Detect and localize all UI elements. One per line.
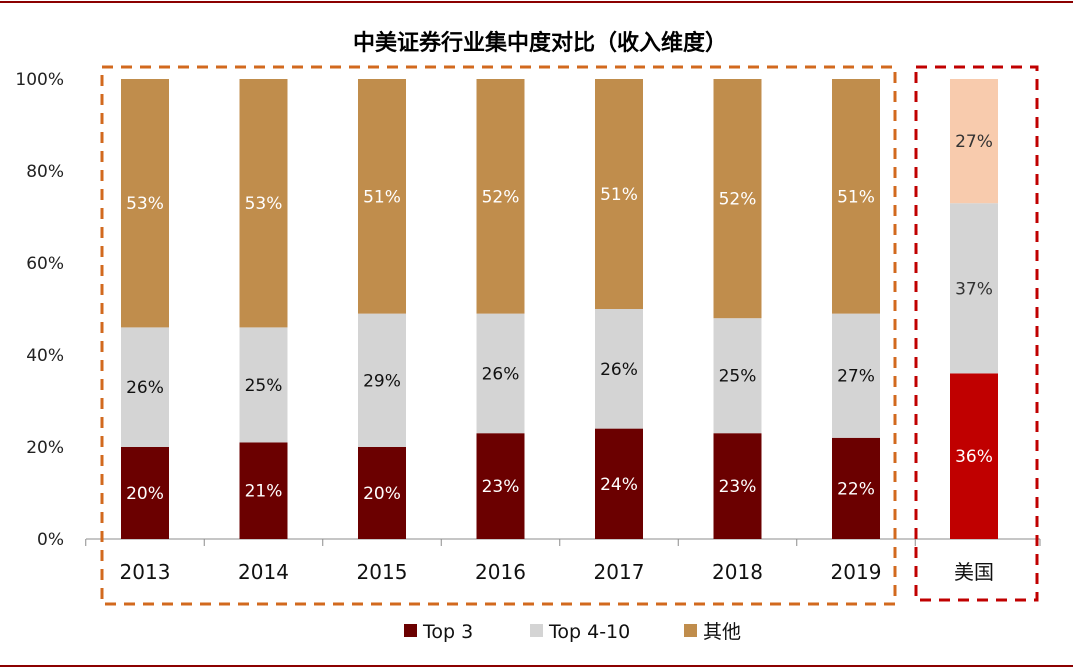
data-labels: 20% 26% 53% 21% 25% 53% 20% 29% 51% 23% 26% 52% 24% 2… [126, 132, 993, 504]
bar-segment-top-4-10 [358, 313, 406, 447]
us-bar-segment [950, 373, 998, 539]
legend-swatch [684, 624, 697, 637]
x-tick-label: 2017 [594, 560, 645, 584]
data-label: 51% [600, 185, 638, 205]
y-tick-label: 40% [26, 346, 64, 366]
legend-label: Top 4-10 [548, 621, 630, 643]
data-label: 52% [482, 187, 520, 207]
us-data-label: 36% [955, 447, 993, 467]
data-label: 26% [126, 378, 164, 398]
bar-segment-top-3 [239, 442, 288, 539]
bar-segment-top-4-10 [121, 327, 169, 447]
y-tick-label: 80% [26, 162, 64, 182]
data-label: 52% [719, 190, 757, 210]
legend-swatch [530, 624, 543, 637]
data-label: 25% [245, 376, 283, 396]
bar-segment-top-4-10 [595, 309, 643, 429]
data-label: 20% [363, 484, 401, 504]
data-label: 27% [837, 367, 875, 387]
x-tick-label: 2016 [475, 560, 526, 584]
bar-segment-其他 [121, 79, 169, 328]
data-label: 53% [245, 194, 283, 214]
data-label: 23% [719, 477, 757, 497]
bar-segment-top-4-10 [476, 313, 525, 434]
bars [121, 79, 998, 539]
x-tick-label-us: 美国 [954, 560, 994, 584]
data-label: 22% [837, 479, 875, 499]
data-label: 20% [126, 484, 164, 504]
y-tick-label: 60% [26, 254, 64, 274]
y-tick-label: 20% [26, 438, 64, 458]
bar-segment-top-4-10 [713, 318, 762, 434]
bar-segment-top-3 [832, 437, 880, 539]
bar-segment-top-4-10 [832, 313, 880, 438]
bar-segment-top-3 [358, 447, 406, 539]
x-tick-label: 2013 [120, 560, 171, 584]
bar-segment-其他 [476, 79, 525, 314]
bar-segment-其他 [239, 79, 288, 328]
y-tick-label: 0% [37, 530, 64, 550]
data-label: 51% [837, 187, 875, 207]
bar-segment-其他 [358, 79, 406, 314]
legend-swatch [404, 624, 417, 637]
us-bar-segment [950, 79, 998, 204]
x-tick-label: 2014 [238, 560, 289, 584]
data-label: 23% [482, 477, 520, 497]
x-tick-label: 2019 [831, 560, 882, 584]
us-highlight-frame [914, 65, 1039, 602]
bar-segment-其他 [713, 79, 762, 319]
chart-title: 中美证券行业集中度对比（收入维度） [353, 30, 727, 56]
bar-segment-top-3 [121, 447, 169, 539]
x-tick-label: 2015 [357, 560, 408, 584]
data-label: 26% [482, 364, 520, 384]
y-axis: 0% 20% 40% 60% 80% 100% [15, 70, 64, 550]
y-tick-label: 100% [15, 70, 64, 90]
x-axis: 2013 2014 2015 2016 2017 2018 2019 美国 [85, 538, 1041, 584]
legend-label: Top 3 [422, 621, 473, 643]
legend: Top 3 Top 4-10 其他 [404, 621, 741, 643]
bar-segment-top-3 [595, 428, 643, 539]
bar-segment-top-3 [476, 433, 525, 539]
data-label: 29% [363, 371, 401, 391]
us-bar-segment [950, 203, 998, 374]
bar-segment-其他 [595, 79, 643, 309]
bar-segment-top-4-10 [239, 327, 288, 443]
data-label: 25% [719, 367, 757, 387]
us-data-label: 37% [955, 279, 993, 299]
us-data-label: 27% [955, 132, 993, 152]
data-label: 26% [600, 360, 638, 380]
data-label: 53% [126, 194, 164, 214]
bar-segment-top-3 [713, 433, 762, 539]
data-label: 51% [363, 187, 401, 207]
data-label: 21% [245, 482, 283, 502]
x-tick-label: 2018 [712, 560, 763, 584]
data-label: 24% [600, 475, 638, 495]
legend-label: 其他 [703, 621, 741, 643]
bar-segment-其他 [832, 79, 880, 314]
